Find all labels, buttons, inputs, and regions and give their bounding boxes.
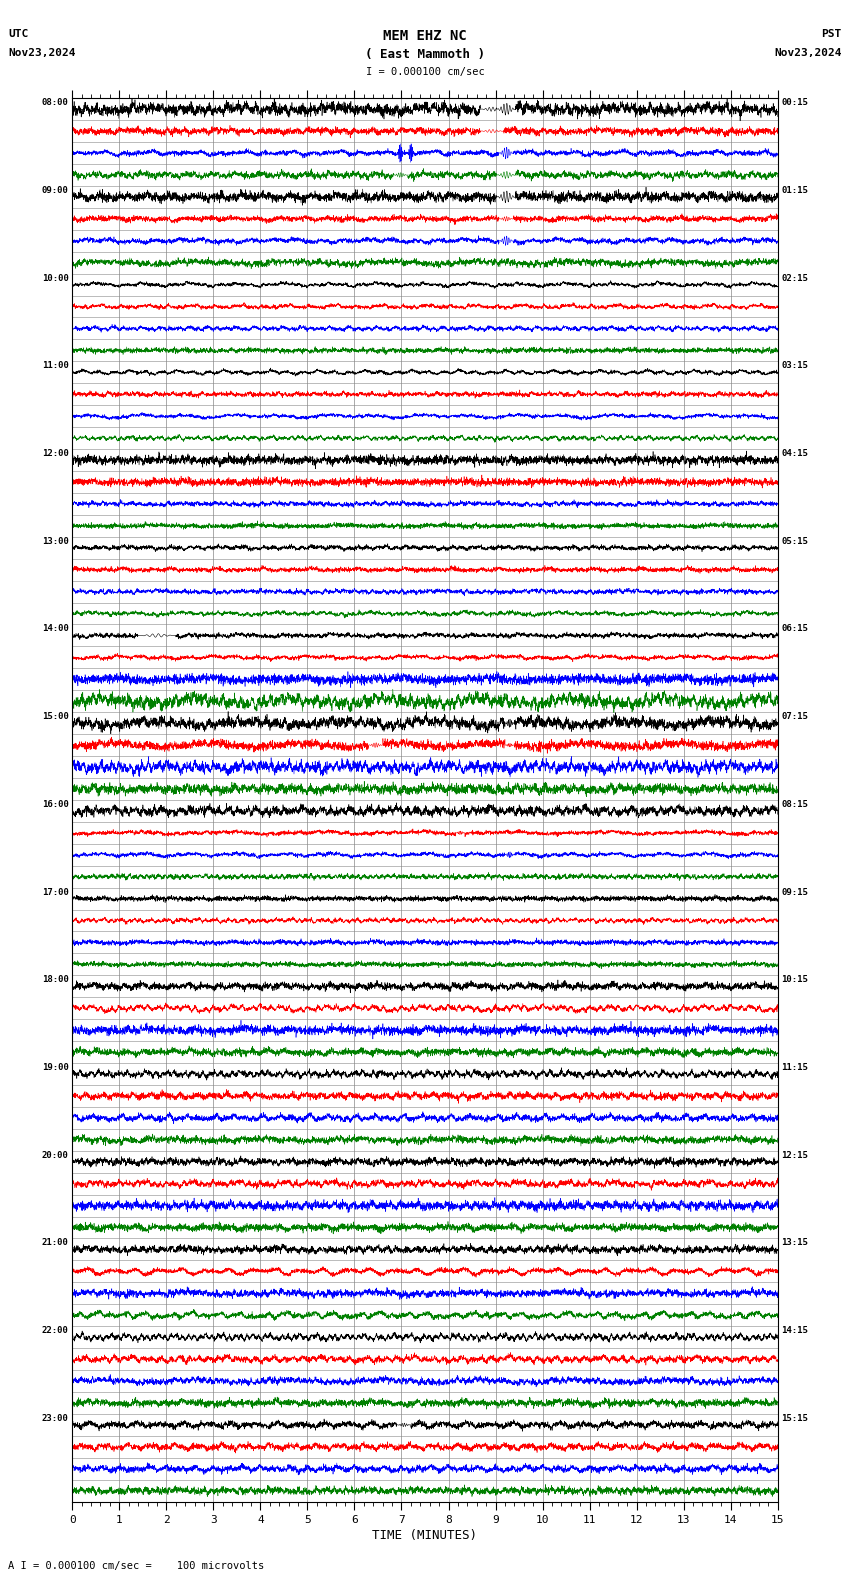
Text: 05:15: 05:15 [781, 537, 808, 546]
Text: 09:15: 09:15 [781, 887, 808, 897]
Text: 15:15: 15:15 [781, 1415, 808, 1422]
Text: Nov23,2024: Nov23,2024 [774, 48, 842, 57]
Text: 12:00: 12:00 [42, 450, 69, 458]
Text: 06:15: 06:15 [781, 624, 808, 634]
Text: 10:00: 10:00 [42, 274, 69, 282]
Text: 14:00: 14:00 [42, 624, 69, 634]
Text: 21:00: 21:00 [42, 1239, 69, 1248]
Text: 19:00: 19:00 [42, 1063, 69, 1072]
Text: 08:00: 08:00 [42, 98, 69, 108]
Text: 10:15: 10:15 [781, 976, 808, 984]
Text: 23:00: 23:00 [42, 1415, 69, 1422]
Text: 00:15: 00:15 [781, 98, 808, 108]
Text: A I = 0.000100 cm/sec =    100 microvolts: A I = 0.000100 cm/sec = 100 microvolts [8, 1562, 264, 1571]
Text: 16:00: 16:00 [42, 800, 69, 809]
Text: 13:00: 13:00 [42, 537, 69, 546]
Text: ( East Mammoth ): ( East Mammoth ) [365, 48, 485, 60]
Text: 15:00: 15:00 [42, 713, 69, 721]
Text: 11:00: 11:00 [42, 361, 69, 371]
Text: 09:00: 09:00 [42, 185, 69, 195]
X-axis label: TIME (MINUTES): TIME (MINUTES) [372, 1529, 478, 1541]
Text: 13:15: 13:15 [781, 1239, 808, 1248]
Text: 02:15: 02:15 [781, 274, 808, 282]
Text: 20:00: 20:00 [42, 1150, 69, 1159]
Text: 01:15: 01:15 [781, 185, 808, 195]
Text: 17:00: 17:00 [42, 887, 69, 897]
Text: PST: PST [821, 29, 842, 38]
Text: 07:15: 07:15 [781, 713, 808, 721]
Text: UTC: UTC [8, 29, 29, 38]
Text: Nov23,2024: Nov23,2024 [8, 48, 76, 57]
Text: MEM EHZ NC: MEM EHZ NC [383, 29, 467, 43]
Text: 11:15: 11:15 [781, 1063, 808, 1072]
Text: 12:15: 12:15 [781, 1150, 808, 1159]
Text: 04:15: 04:15 [781, 450, 808, 458]
Text: I = 0.000100 cm/sec: I = 0.000100 cm/sec [366, 67, 484, 76]
Text: 22:00: 22:00 [42, 1326, 69, 1335]
Text: 08:15: 08:15 [781, 800, 808, 809]
Text: 18:00: 18:00 [42, 976, 69, 984]
Text: 14:15: 14:15 [781, 1326, 808, 1335]
Text: 03:15: 03:15 [781, 361, 808, 371]
